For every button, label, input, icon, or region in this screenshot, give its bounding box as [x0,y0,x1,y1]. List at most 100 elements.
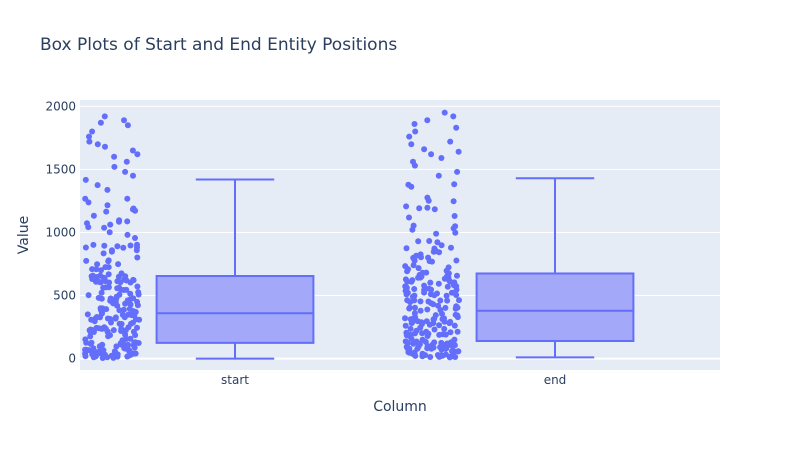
point-start [97,314,103,321]
point-end [441,275,448,282]
point-start [107,221,114,228]
point-end [450,198,457,205]
point-end [402,322,409,329]
point-end [439,316,446,323]
box-end [475,177,635,359]
point-start [116,218,122,225]
point-end [411,121,418,127]
point-start [100,347,107,354]
point-end [403,203,410,210]
point-end [402,315,408,322]
point-end [411,286,418,292]
point-start [113,343,120,350]
point-start [116,291,123,298]
point-start [127,290,134,297]
point-end [453,124,460,131]
data-points [82,109,462,361]
point-end [412,128,419,135]
point-end [408,335,415,342]
point-end [424,306,431,313]
point-start [135,340,142,346]
box-start [155,178,315,360]
point-start [128,320,134,327]
point-start [120,287,127,293]
point-end [444,283,451,290]
point-start [124,195,131,202]
point-end [438,352,445,359]
point-end [434,239,441,246]
point-end [421,282,428,289]
point-end [453,292,460,298]
point-end [423,318,430,325]
point-end [431,245,438,252]
point-end [454,168,461,175]
point-start [82,353,89,360]
point-start [129,147,136,154]
point-start [118,325,125,332]
point-start [110,300,117,307]
point-end [444,297,451,304]
point-start [95,294,102,301]
point-end [455,348,462,355]
point-end [434,290,440,297]
point-start [127,242,134,249]
point-start [103,208,110,215]
point-start [114,243,121,250]
y-tick-500: 500 [53,289,76,303]
point-end [454,272,460,279]
point-start [134,302,141,309]
point-start [119,337,126,344]
point-start [110,352,117,359]
point-end [431,206,438,213]
point-start [117,279,124,286]
point-start [98,267,104,274]
point-end [452,229,459,236]
point-end [409,277,416,284]
points-start [82,113,143,361]
point-start [100,250,107,257]
point-end [436,331,443,338]
point-end [402,338,409,345]
chart-title: Box Plots of Start and End Entity Positi… [40,35,397,55]
point-end [447,329,454,336]
point-end [421,146,428,153]
point-start [130,295,137,302]
point-start [120,244,127,251]
point-end [436,249,443,256]
point-end [403,245,410,252]
point-start [111,163,118,170]
point-end [443,292,450,299]
y-tick-2000: 2000 [45,99,76,113]
point-end [442,304,449,311]
point-start [131,344,138,351]
point-start [85,347,92,354]
point-start [122,168,129,175]
point-end [447,318,454,325]
point-start [120,306,127,313]
point-end [408,141,415,148]
point-end [424,117,431,124]
point-start [132,235,138,241]
point-end [454,314,461,321]
point-end [404,297,411,304]
point-start [104,202,111,209]
point-start [94,182,101,189]
point-end [448,339,455,346]
point-end [409,226,416,233]
point-start [99,355,106,361]
point-end [430,344,437,351]
point-start [82,176,89,183]
x-tick-labels: start end [221,373,566,387]
point-start [104,315,111,322]
point-end [428,286,435,293]
point-start [130,172,136,179]
y-tick-0: 0 [68,352,76,366]
point-end [453,283,460,290]
point-end [406,345,413,352]
point-end [421,287,428,294]
point-end [454,328,461,335]
point-end [456,297,462,304]
point-end [451,181,458,188]
point-start [134,283,141,290]
